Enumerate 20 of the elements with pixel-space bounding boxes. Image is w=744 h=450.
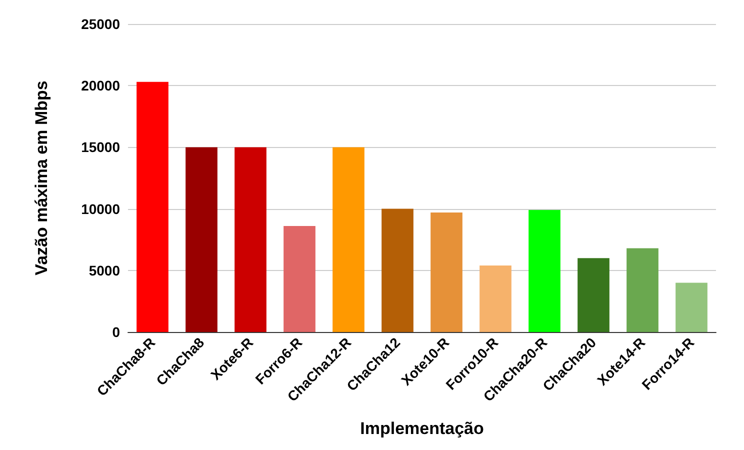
x-axis-title: Implementação [360, 419, 484, 438]
bar [186, 147, 218, 332]
bar [234, 147, 266, 332]
bar [676, 282, 708, 332]
bar [136, 82, 168, 332]
y-tick-label: 20000 [81, 78, 120, 94]
y-tick-label: 0 [112, 324, 120, 340]
bar [284, 226, 316, 332]
bar [626, 248, 658, 332]
y-tick-label: 15000 [81, 139, 120, 156]
y-tick-label: 25000 [81, 16, 120, 32]
y-tick-label: 5000 [88, 262, 120, 278]
bar [430, 212, 462, 332]
bar [578, 258, 610, 332]
bar [528, 210, 560, 332]
y-axis-title: Vazão máxima em Mbps [32, 80, 51, 276]
bar [480, 265, 512, 332]
y-tick-label: 10000 [81, 200, 120, 217]
bar [382, 208, 414, 332]
bar [332, 147, 364, 332]
